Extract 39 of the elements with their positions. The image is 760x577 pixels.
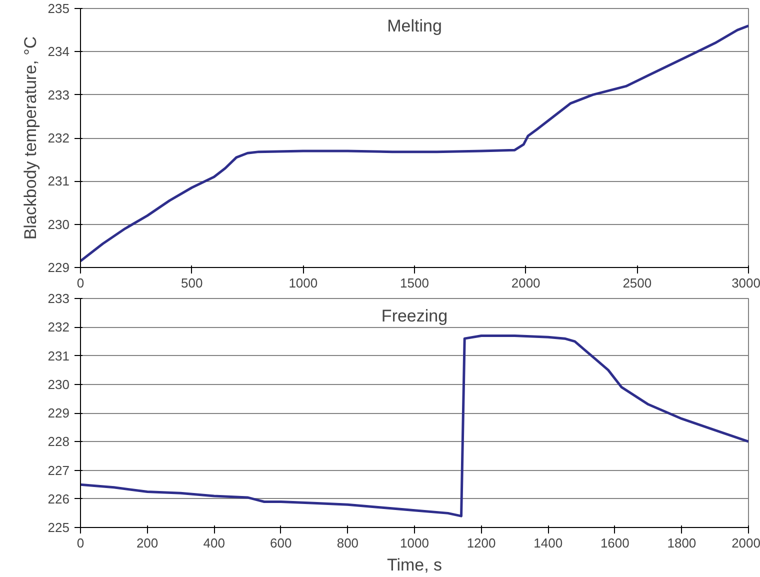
y-axis-title: Blackbody temperature, °C bbox=[20, 36, 40, 240]
y-tick-label: 231 bbox=[48, 348, 70, 364]
y-tick-label: 228 bbox=[48, 434, 70, 450]
x-tick-label: 0 bbox=[76, 276, 84, 290]
x-tick-label: 2000 bbox=[732, 536, 760, 550]
y-tick-label: 231 bbox=[48, 174, 70, 189]
x-tick-label: 1600 bbox=[600, 536, 630, 550]
y-tick-label: 225 bbox=[48, 520, 70, 535]
x-tick-label: 2500 bbox=[622, 276, 652, 290]
x-tick-label: 400 bbox=[203, 536, 225, 550]
x-tick-label: 800 bbox=[336, 536, 359, 550]
y-tick-label: 230 bbox=[48, 216, 70, 232]
x-tick-label: 2000 bbox=[511, 276, 540, 290]
x-tick-label: 500 bbox=[180, 276, 203, 290]
y-tick-label: 232 bbox=[48, 130, 70, 146]
x-tick-label: 3000 bbox=[732, 276, 760, 290]
text: Freezing bbox=[381, 306, 448, 326]
y-tick-label: 227 bbox=[48, 462, 70, 478]
text: Melting bbox=[387, 16, 442, 36]
y-tick-label: 229 bbox=[48, 406, 70, 420]
x-tick-label: 1000 bbox=[288, 276, 318, 290]
y-tick-label: 232 bbox=[48, 320, 70, 335]
y-tick-label: 226 bbox=[48, 491, 70, 506]
x-tick-label: 200 bbox=[136, 536, 158, 550]
y-tick-label: 229 bbox=[48, 260, 70, 275]
y-tick-label: 235 bbox=[48, 1, 70, 16]
x-tick-label: 600 bbox=[270, 536, 292, 550]
x-tick-label: 1500 bbox=[400, 276, 429, 290]
x-tick-label: 1800 bbox=[667, 536, 696, 550]
x-tick-label: 1000 bbox=[400, 536, 429, 550]
y-tick-label: 230 bbox=[48, 376, 70, 392]
y-tick-label: 233 bbox=[48, 87, 70, 102]
y-tick-label: 234 bbox=[48, 44, 70, 60]
x-tick-label: 1200 bbox=[466, 536, 496, 550]
x-tick-label: 0 bbox=[76, 536, 84, 550]
line-series bbox=[80, 334, 748, 518]
x-axis-title: Time, s bbox=[386, 556, 442, 574]
x-tick-label: 1400 bbox=[534, 536, 563, 550]
y-tick-label: 233 bbox=[48, 291, 70, 306]
